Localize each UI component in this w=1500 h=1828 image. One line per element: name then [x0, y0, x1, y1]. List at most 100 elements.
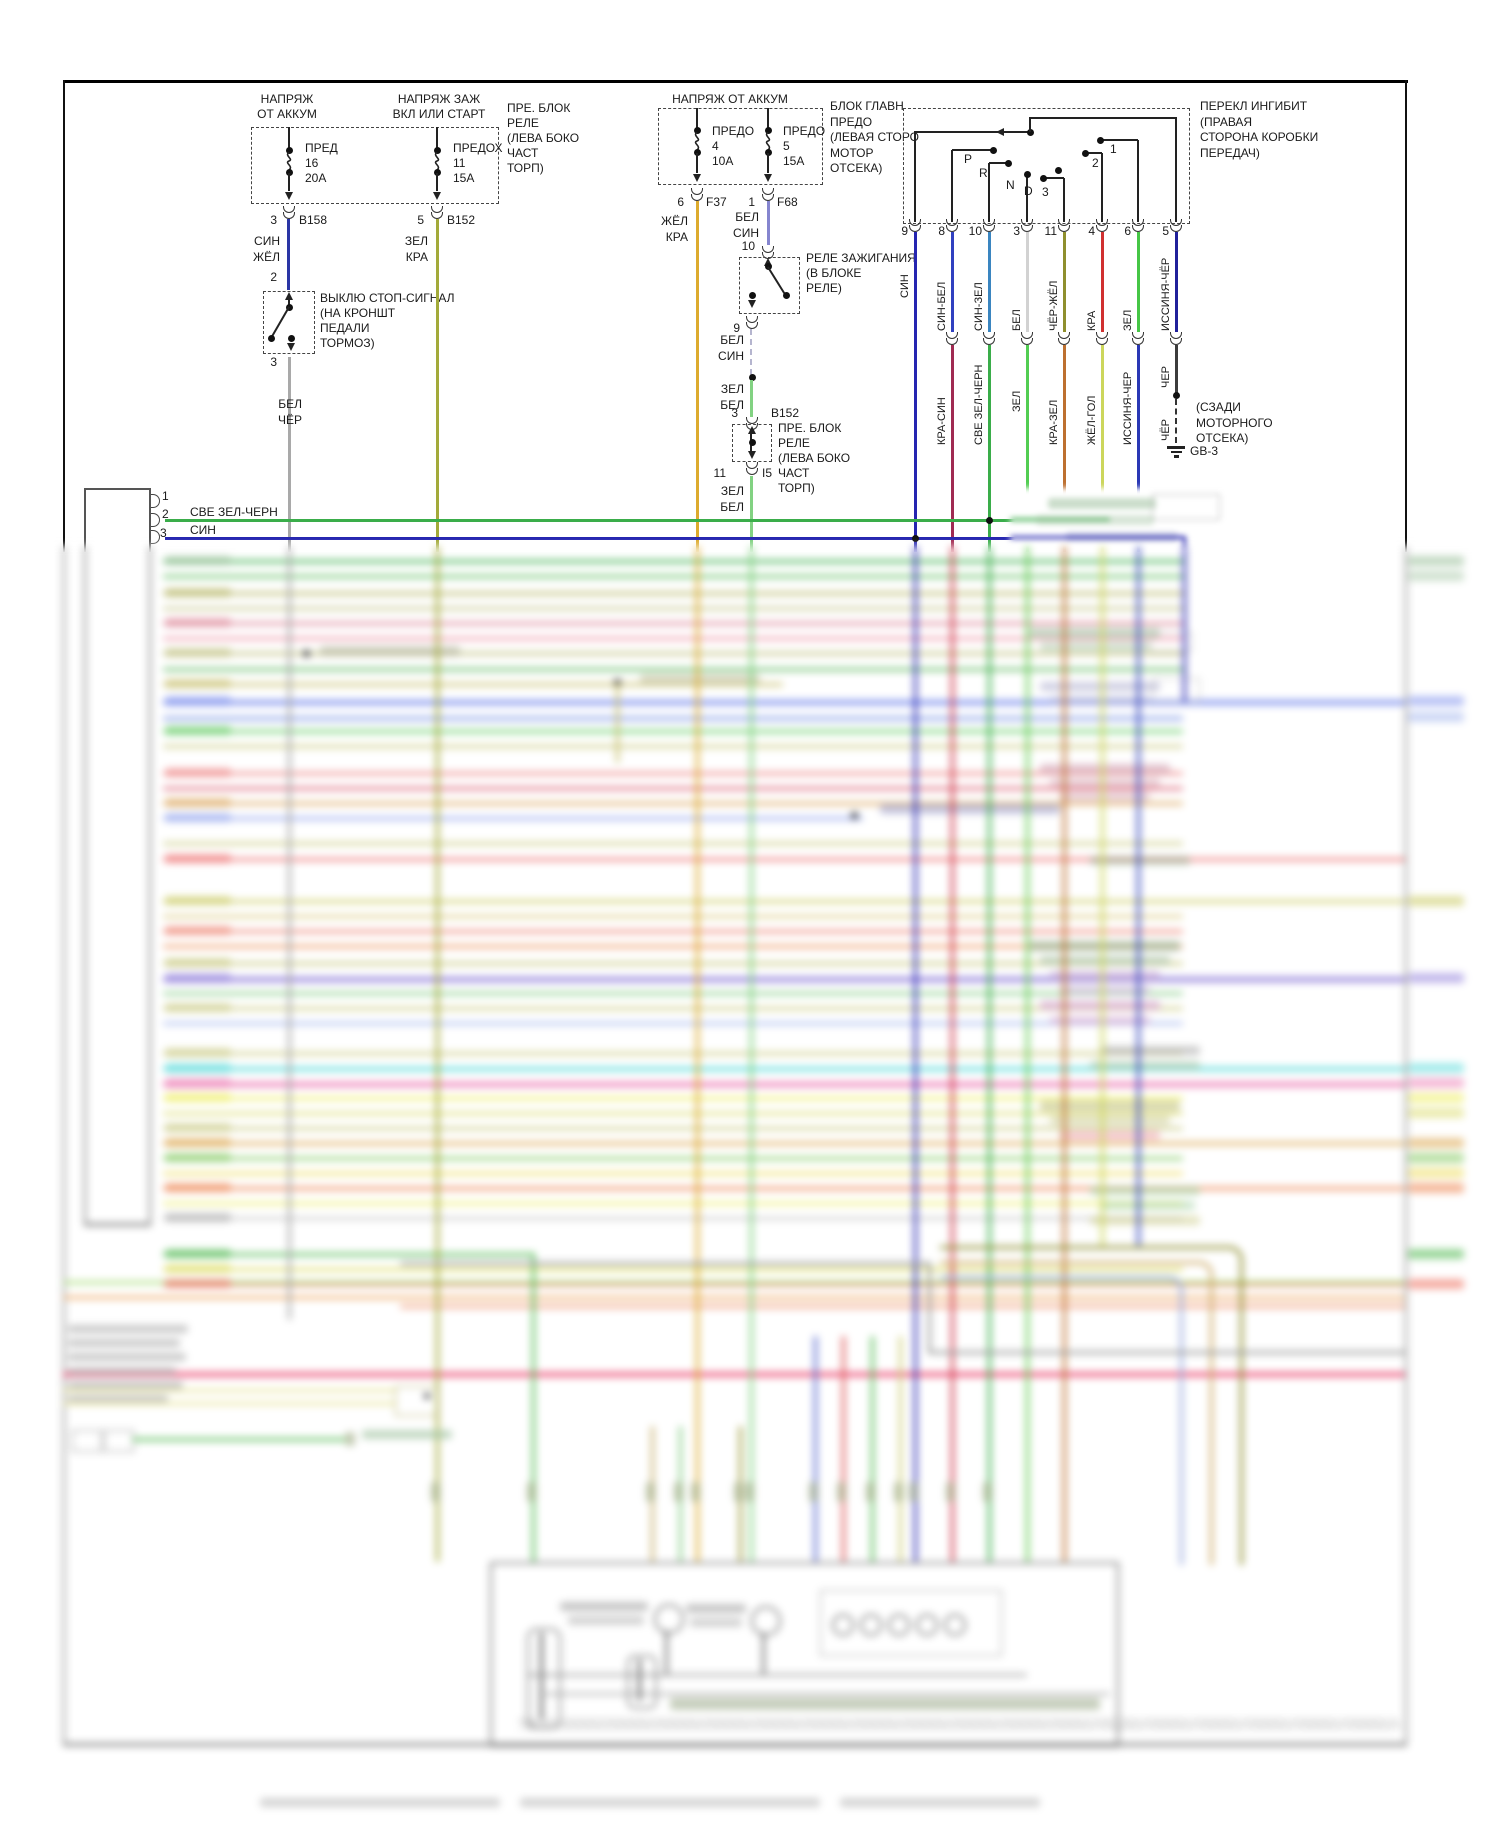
- blurred-elbow-wire: [940, 1261, 1213, 1565]
- fuse-rating: 10A: [712, 154, 734, 168]
- blurred-label: [165, 854, 231, 863]
- ground-note: МОТОРНОГО: [1196, 416, 1273, 430]
- pin-number: 8: [938, 224, 945, 238]
- blurred-wire: [841, 1336, 845, 1562]
- switch-contact: [1026, 128, 1034, 136]
- blurred-wire: [63, 1402, 395, 1405]
- blurred-label: [165, 1048, 231, 1057]
- blurred-wire: [163, 992, 1183, 995]
- blurred-label: [165, 1093, 231, 1102]
- blurred-wire: [435, 546, 439, 1562]
- blurred-module-border: [149, 546, 151, 1225]
- blurred-label: [362, 1430, 452, 1439]
- blurred-label: [1408, 896, 1464, 906]
- switch-contact: [1081, 149, 1089, 157]
- ground-name: GB-3: [1190, 444, 1219, 458]
- supply-batt-label: НАПРЯЖ: [260, 92, 314, 106]
- blurred-wire: [163, 1187, 1405, 1190]
- pin-number: 5: [417, 213, 424, 227]
- relay-contact: [782, 291, 790, 299]
- arrow-down-icon: [764, 174, 772, 182]
- blurred-wire: [163, 1097, 1183, 1100]
- ground-note: (СЗАДИ: [1196, 400, 1241, 414]
- wire-color-label-vertical: БЕЛ: [1011, 309, 1023, 331]
- blurred-label: [1040, 682, 1160, 691]
- blurred-wire: [163, 652, 1183, 655]
- wire-color-label: БЕЛ: [720, 398, 744, 412]
- junction-dot: [911, 534, 919, 542]
- blurred-label: [165, 618, 231, 627]
- blurred-text-block: [68, 1325, 188, 1333]
- wire-color-label: ЖЁЛ: [253, 250, 280, 264]
- blurred-wire: [163, 842, 1183, 845]
- blurred-text-block: [68, 1353, 186, 1361]
- blurred-wire: [163, 700, 1405, 705]
- arrow-up-icon: [285, 292, 293, 300]
- blurred-label: [640, 674, 760, 684]
- wire-color-label-vertical: ЧЁР-ЖЁЛ: [1048, 280, 1060, 331]
- connector-icon: [946, 219, 959, 233]
- blurred-connector: [909, 1482, 918, 1502]
- blurred-label: [165, 926, 231, 935]
- blurred-wire: [63, 1281, 1405, 1284]
- blurred-wire: [163, 915, 1183, 918]
- blurred-label: [165, 679, 231, 688]
- blurred-wire: [163, 1007, 1183, 1010]
- blurred-label: [165, 648, 231, 657]
- blurred-label: [1040, 1001, 1160, 1010]
- wire-color-label: БЕЛ: [720, 333, 744, 347]
- wire-issinya-cher-2: [1136, 345, 1140, 552]
- blurred-wire: [163, 668, 1183, 671]
- wire-color-label: КРА: [665, 230, 688, 244]
- blurred-wire: [163, 1202, 1183, 1205]
- wire-color-label: ЖЁЛ: [661, 214, 688, 228]
- wire-color-label-vertical: ИССИНЯ-ЧЁР: [1160, 257, 1172, 331]
- pin-number: 5: [1162, 224, 1169, 238]
- switch-line: [1043, 177, 1064, 179]
- blurred-wire: [163, 1217, 1183, 1220]
- connector-icon: [1170, 219, 1183, 233]
- connector-icon: [1096, 332, 1109, 346]
- pin-socket-icon: [151, 513, 160, 527]
- wire-color-label: ЗЕЛ: [720, 382, 744, 396]
- blurred-wire: [163, 1142, 1405, 1145]
- connector-name: I5: [762, 466, 773, 480]
- blurred-label: [1408, 696, 1464, 706]
- block-label: РЕЛЕ: [778, 436, 810, 450]
- connector-icon: [1132, 332, 1145, 346]
- junction-dot: [1172, 391, 1180, 399]
- blurred-wire: [163, 962, 1183, 965]
- blurred-label: [165, 1003, 231, 1012]
- wire-cher-dashed: [1175, 399, 1177, 443]
- blurred-wire: [163, 560, 1183, 563]
- fuse-terminal: [433, 168, 441, 176]
- fuse-rating: 15A: [783, 154, 805, 168]
- blurred-label: [1408, 1249, 1464, 1259]
- blurred-connector: [866, 1482, 875, 1502]
- wire-color-label-vertical: ЖЁЛ-ГОЛ: [1086, 395, 1098, 445]
- wire-sve-zel-chern: [987, 345, 991, 552]
- blurred-label: [1090, 1061, 1200, 1070]
- blurred-lamp: [654, 1604, 684, 1634]
- blurred-module-border: [84, 1223, 151, 1226]
- blurred-wire: [163, 1022, 1183, 1025]
- block-label: (ПРАВАЯ: [1200, 115, 1253, 129]
- fuse-number: 16: [305, 156, 319, 170]
- wire-color-label: СИН: [718, 349, 744, 363]
- blurred-label: [568, 1616, 644, 1625]
- supply-ign-label: ВКЛ ИЛИ СТАРТ: [392, 107, 486, 121]
- block-label: ТОРП): [507, 161, 544, 175]
- blurred-wire: [163, 637, 1183, 640]
- wire-color-label-vertical: КРА: [1086, 310, 1098, 331]
- blurred-label: [1090, 856, 1190, 865]
- wire-segment: [288, 127, 290, 148]
- fuse-number: 11: [453, 156, 466, 170]
- blurred-wire: [163, 930, 1183, 933]
- pin-number: 6: [677, 195, 684, 209]
- wire-zel: [1136, 232, 1140, 332]
- blurred-wire: [1183, 546, 1186, 702]
- position-label: P: [964, 152, 973, 166]
- blurred-label: [690, 1618, 742, 1627]
- blurred-connector: [734, 1482, 743, 1502]
- blurred-wire: [163, 1157, 1183, 1160]
